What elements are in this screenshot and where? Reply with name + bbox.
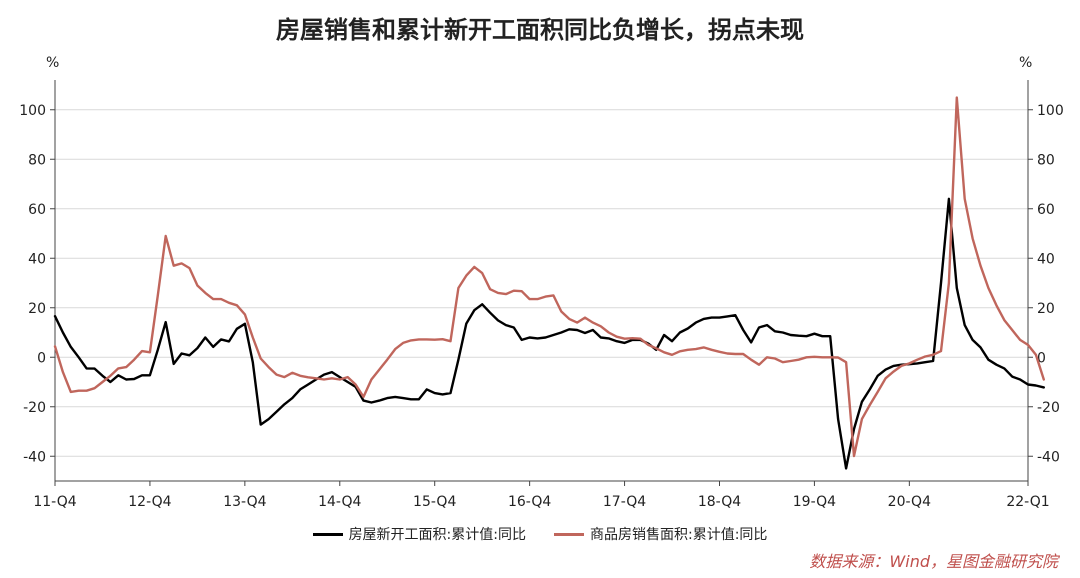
- x-tick-label: 14-Q4: [318, 494, 361, 510]
- x-tick-label: 13-Q4: [223, 494, 266, 510]
- y-axis-unit-left: %: [46, 55, 59, 71]
- legend-item-new-construction: 房屋新开工面积:累计值:同比: [312, 524, 526, 544]
- x-tick-label: 12-Q4: [128, 494, 171, 510]
- y-tick-label-left: 80: [28, 152, 46, 168]
- series-line-2: [53, 96, 1046, 458]
- y-tick-label-right: -40: [1037, 449, 1060, 465]
- y-axis-unit-right: %: [1019, 55, 1032, 71]
- x-tick-label: 11-Q4: [33, 494, 76, 510]
- series-lines: [53, 96, 1046, 470]
- y-tick-label-left: 40: [28, 251, 46, 267]
- legend: 房屋新开工面积:累计值:同比 商品房销售面积:累计值:同比: [0, 524, 1080, 544]
- y-tick-label-left: -20: [23, 400, 46, 416]
- y-tick-label-left: 0: [37, 350, 46, 366]
- legend-label: 房屋新开工面积:累计值:同比: [348, 527, 526, 543]
- x-tick-label: 20-Q4: [888, 494, 931, 510]
- x-tick-label: 16-Q4: [508, 494, 551, 510]
- x-tick-label: 19-Q4: [793, 494, 836, 510]
- series-line-1: [53, 197, 1046, 470]
- y-tick-label-right: -20: [1037, 400, 1060, 416]
- y-tick-label-right: 80: [1037, 152, 1055, 168]
- y-tick-label-left: 60: [28, 202, 46, 218]
- legend-swatch-red: [554, 532, 584, 536]
- y-tick-label-right: 0: [1037, 350, 1046, 366]
- y-tick-label-left: 100: [19, 103, 46, 119]
- x-tick-label: 17-Q4: [603, 494, 646, 510]
- legend-swatch-black: [312, 532, 343, 536]
- chart-title: 房屋销售和累计新开工面积同比负增长，拐点未现: [276, 16, 804, 44]
- y-tick-label-right: 40: [1037, 251, 1055, 267]
- legend-item-sales-area: 商品房销售面积:累计值:同比: [554, 524, 767, 544]
- x-tick-label: 18-Q4: [698, 494, 741, 510]
- y-tick-label-left: -40: [23, 449, 46, 465]
- y-tick-label-right: 20: [1037, 301, 1055, 317]
- x-tick-label: 15-Q4: [413, 494, 456, 510]
- x-tick-label: 22-Q1: [1006, 494, 1049, 510]
- source-note: 数据来源：Wind，星图金融研究院: [809, 552, 1058, 571]
- grid-lines: [55, 109, 1028, 457]
- y-tick-label-right: 100: [1037, 103, 1064, 119]
- y-tick-label-right: 60: [1037, 202, 1055, 218]
- axes: -40 -40 -20 -20 0 0 20 20 40 40 60 60 80 80 100 100 11-Q…: [19, 80, 1064, 510]
- legend-label: 商品房销售面积:累计值:同比: [590, 527, 768, 543]
- y-tick-label-left: 20: [28, 301, 46, 317]
